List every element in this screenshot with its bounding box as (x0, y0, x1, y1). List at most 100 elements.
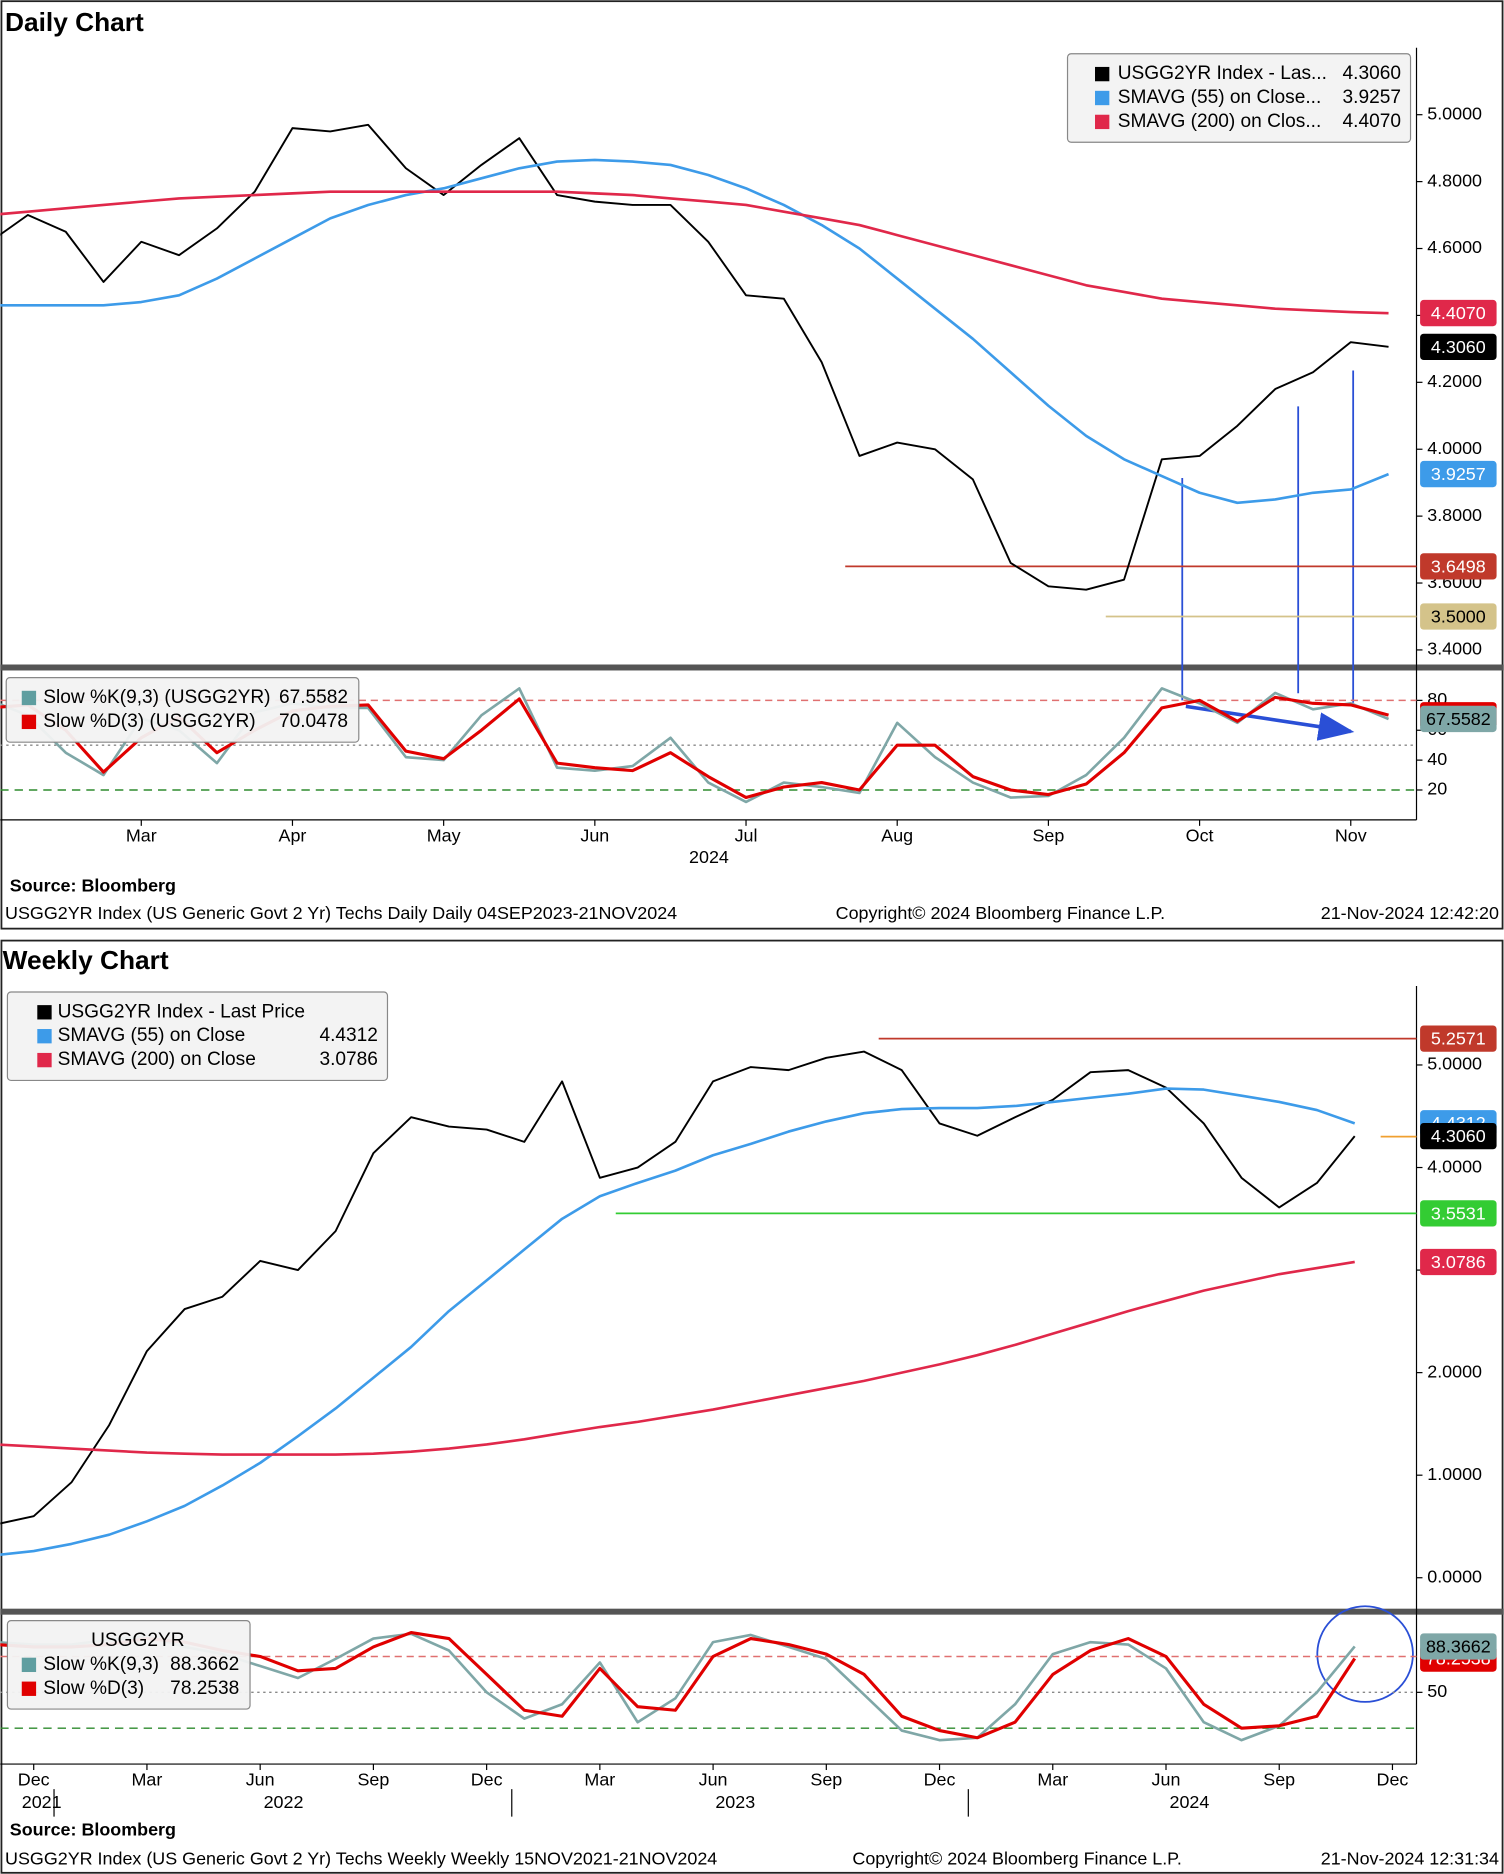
y-tick-label: 4.0000 (1427, 438, 1482, 458)
series-line (0, 1050, 1356, 1525)
x-tick-label: Jun (699, 1770, 728, 1790)
series-line (0, 1087, 1356, 1556)
legend-label: SMAVG (55) on Close... (1118, 87, 1322, 108)
timestamp: 21-Nov-2024 12:31:34 (1321, 1848, 1499, 1868)
legend-value: 88.3662 (170, 1654, 239, 1675)
legend-value: 67.5582 (279, 687, 348, 708)
value-tag-label: 3.5531 (1431, 1203, 1486, 1223)
copyright: Copyright© 2024 Bloomberg Finance L.P. (836, 903, 1165, 923)
annotations (1181, 370, 1414, 1703)
value-tag-label: 67.5582 (1426, 709, 1491, 729)
year-separators (53, 1789, 969, 1817)
y-tick-label: 4.6000 (1427, 237, 1482, 257)
y-tick-label: 5.0000 (1427, 1054, 1482, 1074)
year-label: 2024 (1170, 1792, 1210, 1812)
value-tag-label: 3.0786 (1431, 1252, 1486, 1272)
description: USGG2YR Index (US Generic Govt 2 Yr) Tec… (5, 903, 677, 923)
x-tick-label: Jun (246, 1770, 275, 1790)
value-tag-label: 88.3662 (1426, 1636, 1491, 1656)
legend-value: 3.0786 (319, 1049, 377, 1070)
chart-title: Daily Chart (5, 7, 144, 37)
x-tick-label: Mar (126, 825, 157, 845)
value-tag (1420, 553, 1497, 580)
series-line (0, 687, 1390, 804)
x-tick-label: Jul (735, 825, 758, 845)
x-tick-label: Jun (580, 825, 609, 845)
y-tick-label: 0.0000 (1427, 1566, 1482, 1586)
value-tag (1420, 1025, 1497, 1052)
y-tick-label: 3.4000 (1427, 639, 1482, 659)
year-label: 2023 (715, 1792, 755, 1812)
value-tag-label: 4.4070 (1431, 303, 1486, 323)
legend-swatch (37, 1005, 52, 1020)
y-tick-label: 5.0000 (1427, 103, 1482, 123)
legend-label: SMAVG (200) on Clos... (1118, 111, 1322, 132)
legend-value: 4.3060 (1343, 63, 1401, 84)
separator (0, 1608, 1504, 1615)
plot (0, 687, 1417, 804)
legend-label: SMAVG (55) on Close (58, 1025, 246, 1046)
daily-panel (0, 0, 1504, 930)
plot (0, 1037, 1417, 1556)
value-tag-label: 5.2571 (1431, 1029, 1486, 1049)
series-line (0, 123, 1389, 591)
y-tick-label: 4.8000 (1427, 170, 1482, 190)
legend (5, 677, 360, 743)
legend-swatch (1095, 66, 1110, 82)
value-tag (1420, 705, 1497, 733)
y-tick-label: 1.0000 (1427, 1464, 1482, 1484)
legend-swatch (1095, 90, 1110, 106)
source: Source: Bloomberg (10, 876, 176, 896)
value-tag (1420, 333, 1497, 361)
x-tick-label: Jun (1152, 1770, 1181, 1790)
y-tick-label: 4.0000 (1427, 1156, 1482, 1176)
copyright: Copyright© 2024 Bloomberg Finance L.P. (852, 1848, 1181, 1868)
legend (6, 991, 389, 1082)
value-tag (1420, 1248, 1497, 1276)
value-tag (1420, 299, 1497, 327)
series-line (0, 158, 1390, 505)
legend-title: USGG2YR (91, 1630, 184, 1651)
year-label: 2024 (689, 847, 729, 867)
y-tick-label: 20 (1427, 779, 1447, 799)
y-tick-label: 2.0000 (1427, 1361, 1482, 1381)
legend-swatch (21, 714, 37, 730)
weekly-panel (0, 939, 1504, 1874)
x-tick-label: May (427, 825, 461, 845)
x-tick-label: Aug (881, 825, 913, 845)
legend-label: Slow %K(9,3) (43, 1654, 159, 1675)
legend-label: USGG2YR Index - Las... (1118, 63, 1327, 84)
timestamp: 21-Nov-2024 12:42:20 (1321, 903, 1499, 923)
legend-swatch (21, 1657, 37, 1673)
legend-value: 70.0478 (279, 711, 348, 732)
value-tag (1420, 1122, 1497, 1150)
x-tick-label: Dec (1377, 1770, 1409, 1790)
value-tag-label: 3.6498 (1431, 556, 1486, 576)
legend-swatch (37, 1052, 52, 1068)
legend-value: 78.2538 (170, 1678, 239, 1699)
legend-value: 3.9257 (1343, 87, 1401, 108)
legend-swatch (21, 690, 37, 706)
y-tick-label: 50 (1427, 1681, 1447, 1701)
y-tick-label: 40 (1427, 749, 1447, 769)
legend-label: Slow %D(3) (USGG2YR) (43, 711, 255, 732)
x-tick-label: Dec (18, 1770, 50, 1790)
legend (6, 1620, 251, 1710)
value-tag (1420, 460, 1497, 488)
value-tag (1420, 1633, 1497, 1660)
legend-value: 4.4312 (319, 1025, 377, 1046)
x-tick-label: Dec (471, 1770, 503, 1790)
series-line (0, 190, 1389, 315)
plot (0, 123, 1417, 618)
x-tick-label: Sep (810, 1770, 842, 1790)
series-line (0, 1260, 1355, 1456)
legend-swatch (1095, 114, 1110, 130)
description: USGG2YR Index (US Generic Govt 2 Yr) Tec… (5, 1848, 717, 1868)
legend-label: SMAVG (200) on Close (58, 1049, 256, 1070)
value-tag-label: 4.3060 (1431, 1126, 1486, 1146)
legend-swatch (21, 1681, 37, 1696)
x-tick-label: Mar (1037, 1770, 1068, 1790)
legend-label: USGG2YR Index - Last Price (58, 1001, 305, 1022)
value-tag (1420, 1200, 1497, 1227)
